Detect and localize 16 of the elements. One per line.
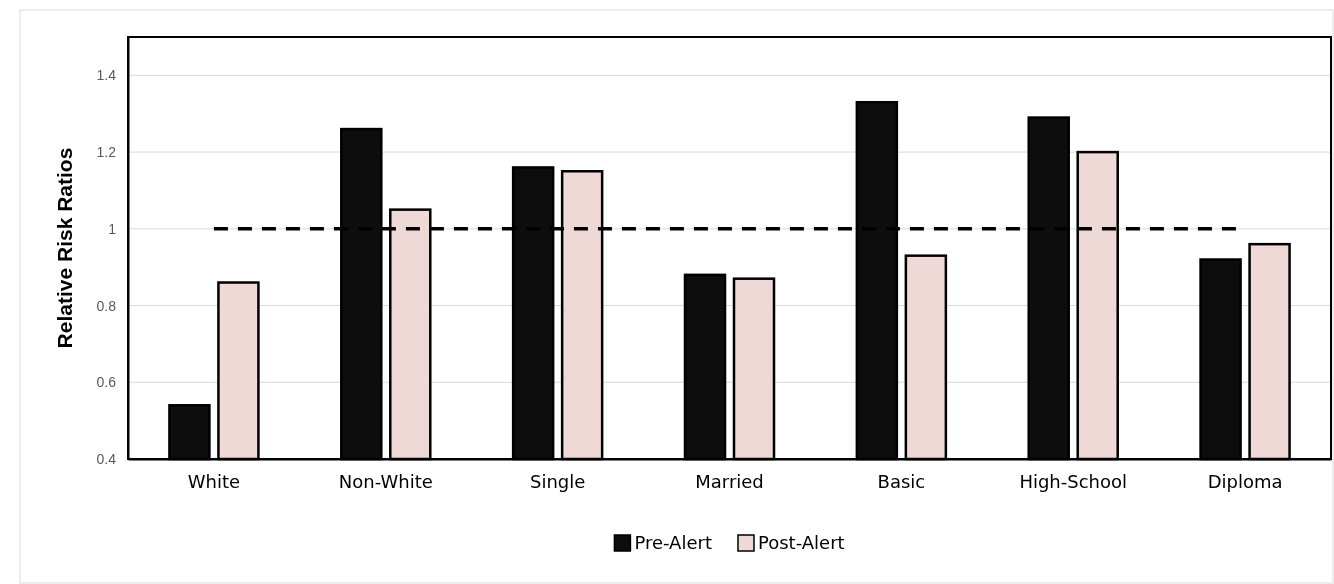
legend-label: Post-Alert: [757, 532, 845, 553]
y-axis-title: Relative Risk Ratios: [53, 147, 76, 349]
x-tick-label: Diploma: [1207, 470, 1283, 492]
x-tick-label: White: [187, 470, 241, 492]
y-tick-label: 1: [108, 220, 117, 237]
y-tick-label: 1.2: [96, 144, 117, 161]
x-tick-label: Married: [695, 470, 764, 492]
x-tick-label: Basic: [877, 470, 926, 492]
y-tick-label: 0.6: [96, 374, 117, 391]
legend-label: Pre-Alert: [634, 532, 712, 553]
y-tick-label: 1.4: [96, 67, 117, 84]
x-tick-label: Non-White: [338, 470, 433, 492]
y-tick-label: 0.8: [96, 297, 117, 314]
x-tick-label: Single: [529, 470, 586, 492]
y-tick-label: 0.4: [96, 450, 117, 467]
x-tick-label: High-School: [1019, 470, 1128, 492]
